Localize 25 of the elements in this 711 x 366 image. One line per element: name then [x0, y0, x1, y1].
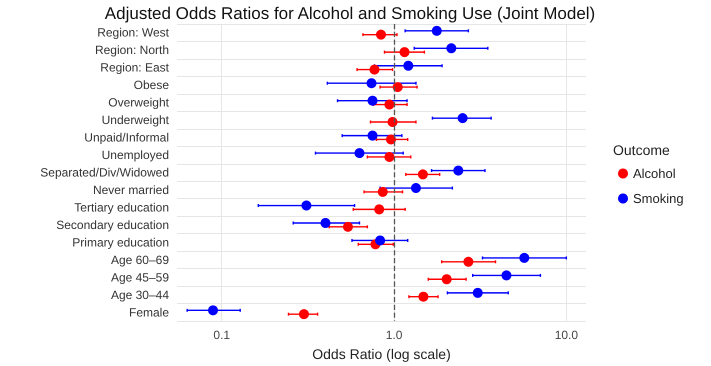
y-tick-label: Obese: [134, 78, 170, 92]
y-tick-label: Age 60–69: [110, 252, 170, 267]
chart-title: Adjusted Odds Ratios for Alcohol and Smoking Use (Joint Model): [104, 4, 596, 23]
legend-label: Alcohol: [633, 166, 676, 181]
x-tick-label: 1.0: [386, 328, 403, 342]
x-tick-label: 0.1: [213, 328, 230, 342]
y-tick-label: Tertiary education: [74, 200, 169, 214]
legend-label: Smoking: [633, 191, 684, 206]
y-tick-label: Never married: [92, 182, 169, 197]
y-tick-label: Region: East: [100, 60, 170, 75]
x-axis-title: Odds Ratio (log scale): [312, 346, 451, 362]
y-tick-label: Female: [128, 305, 170, 320]
y-tick-label: Secondary education: [56, 218, 169, 232]
y-tick-label: Separated/Div/Widowed: [40, 166, 169, 180]
y-tick-label: Underweight: [102, 113, 170, 128]
y-tick-label: Overweight: [108, 96, 170, 110]
x-tick-label: 10.0: [554, 328, 578, 342]
y-tick-label: Primary education: [72, 235, 169, 250]
y-tick-label: Region: West: [97, 26, 170, 40]
y-tick-label: Region: North: [94, 43, 169, 58]
y-tick-label: Unemployed: [102, 148, 169, 162]
y-tick-label: Age 30–44: [110, 288, 170, 302]
y-tick-label: Age 45–59: [110, 270, 170, 284]
legend-title: Outcome: [613, 142, 670, 158]
y-tick-label: Unpaid/Informal: [84, 130, 169, 145]
